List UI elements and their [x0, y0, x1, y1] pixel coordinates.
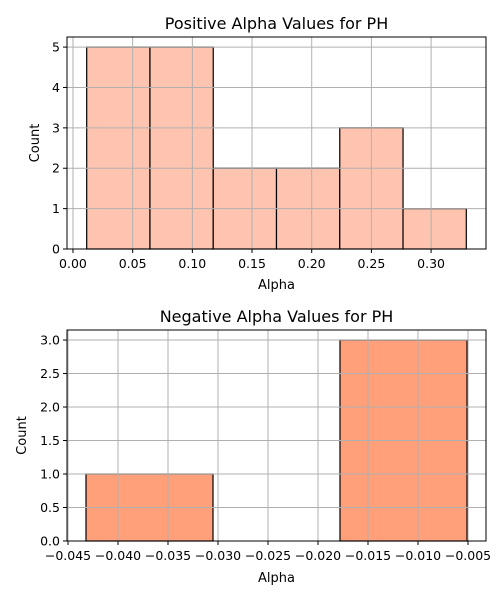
y-tick-label: 1 [52, 201, 60, 216]
x-tick-label: 0.10 [178, 256, 206, 271]
y-tick-label: 2 [52, 161, 60, 176]
x-tick-label: −0.030 [195, 548, 241, 563]
chart-title: Positive Alpha Values for PH [165, 14, 388, 33]
histogram-bar [86, 46, 151, 250]
y-tick-label: 1.0 [40, 467, 60, 482]
y-tick-label: 2.5 [40, 366, 60, 381]
histogram-bar [149, 46, 214, 250]
x-tick-label: −0.015 [345, 548, 391, 563]
y-tick-label: 0 [52, 242, 60, 257]
x-tick-label: −0.025 [245, 548, 291, 563]
x-tick-label: 0.25 [357, 256, 385, 271]
y-tick-label: 0.0 [40, 534, 60, 549]
y-tick-label: 3 [52, 120, 60, 135]
x-axis-label: Alpha [258, 571, 295, 586]
x-axis-label: Alpha [258, 278, 295, 293]
plot-frame [66, 36, 487, 250]
chart-positive-alpha: 0.00 0.05 0.10 0.15 0.20 0.25 0.30 0 1 2 3 4 5 Positi… [28, 14, 487, 293]
y-tick-label: 2.0 [40, 400, 60, 415]
y-axis-label: Count [28, 124, 43, 163]
y-tick-label: 0.5 [40, 500, 60, 515]
x-tick-label: −0.045 [45, 548, 91, 563]
x-tick-label: −0.020 [295, 548, 341, 563]
x-tick-label: −0.005 [445, 548, 491, 563]
y-tick-label: 5 [52, 40, 60, 55]
y-tick-label: 1.5 [40, 433, 60, 448]
x-tick-label: 0.15 [238, 256, 266, 271]
chart-negative-alpha: −0.045 −0.040 −0.035 −0.030 −0.025 −0.020 −0.0… [15, 307, 491, 586]
y-tick-label: 4 [52, 80, 60, 95]
y-tick-label: 3.0 [40, 333, 60, 348]
histogram-bar [402, 208, 467, 250]
x-tick-label: −0.040 [95, 548, 141, 563]
x-tick-label: −0.010 [395, 548, 441, 563]
plot-frame [66, 329, 487, 542]
x-tick-label: 0.00 [59, 256, 87, 271]
x-tick-label: 0.05 [119, 256, 147, 271]
x-tick-label: 0.30 [417, 256, 445, 271]
x-tick-label: 0.20 [298, 256, 326, 271]
chart-title: Negative Alpha Values for PH [160, 307, 394, 326]
y-axis-label: Count [15, 416, 30, 455]
x-tick-label: −0.035 [145, 548, 191, 563]
